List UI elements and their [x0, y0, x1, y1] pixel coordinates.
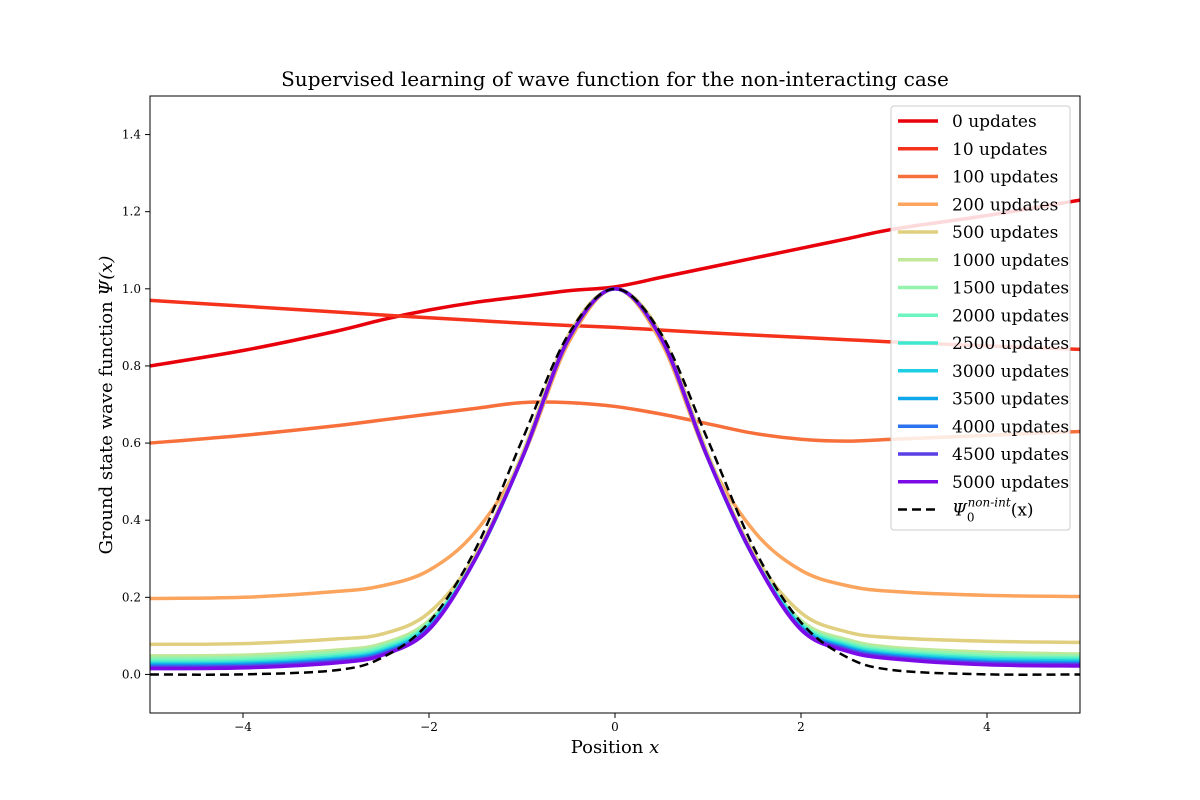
x-tick-label: 2: [797, 720, 805, 734]
series-line-2: [150, 400, 1080, 445]
legend-label-5: 1000 updates: [952, 251, 1069, 271]
legend-label-2: 100 updates: [952, 168, 1058, 188]
y-tick-label: 0.8: [122, 359, 141, 373]
y-tick-label: 0.2: [122, 590, 141, 604]
legend: 0 updates 10 updates 100 updates 200 update…: [890, 105, 1071, 531]
y-axis-label-text: Ground state wave function: [96, 301, 117, 554]
series-line-14: [150, 287, 1080, 676]
x-axis-label: Position x: [571, 737, 660, 758]
y-tick-label: 1.0: [122, 282, 141, 296]
legend-label-12: 4500 updates: [952, 445, 1069, 465]
x-axis-ticks: −4 −2 0 2 4: [234, 713, 991, 734]
legend-label-11: 4000 updates: [952, 417, 1069, 437]
legend-label-13: 5000 updates: [952, 473, 1069, 493]
series-line-1: [150, 298, 1080, 352]
x-axis-label-text: Position: [571, 737, 644, 758]
y-tick-label: 0.4: [122, 513, 141, 527]
y-axis-ticks: 0.0 0.2 0.4 0.6 0.8 1.0 1.2 1.4: [122, 128, 150, 681]
series-line-0: [150, 198, 1080, 368]
x-tick-label: 0: [611, 720, 619, 734]
y-tick-label: 1.2: [122, 205, 141, 219]
legend-label-9: 3000 updates: [952, 362, 1069, 382]
x-tick-label: 4: [983, 720, 991, 734]
series-line-13: [150, 287, 1080, 671]
y-axis-label-math: Ψ(x): [96, 256, 117, 296]
x-axis-label-variable: x: [649, 737, 659, 758]
series-layer: [150, 198, 1080, 676]
legend-label-14: Ψ0non-int(x): [952, 496, 1034, 525]
legend-label-3: 200 updates: [952, 195, 1058, 215]
legend-label-1: 10 updates: [952, 140, 1048, 160]
legend-frame: [890, 105, 1071, 531]
y-tick-label: 0.0: [122, 667, 141, 681]
legend-label-4: 500 updates: [952, 223, 1058, 243]
y-axis-label: Ground state wave function Ψ(x): [96, 256, 117, 555]
legend-label-8: 2500 updates: [952, 334, 1069, 354]
legend-label-7: 2000 updates: [952, 306, 1069, 326]
legend-label-6: 1500 updates: [952, 279, 1069, 299]
chart-title: Supervised learning of wave function for…: [281, 67, 949, 91]
y-tick-label: 1.4: [122, 128, 141, 142]
legend-label-0: 0 updates: [952, 112, 1037, 132]
legend-label-10: 3500 updates: [952, 390, 1069, 410]
x-tick-label: −2: [420, 720, 438, 734]
x-tick-label: −4: [234, 720, 252, 734]
y-tick-label: 0.6: [122, 436, 141, 450]
